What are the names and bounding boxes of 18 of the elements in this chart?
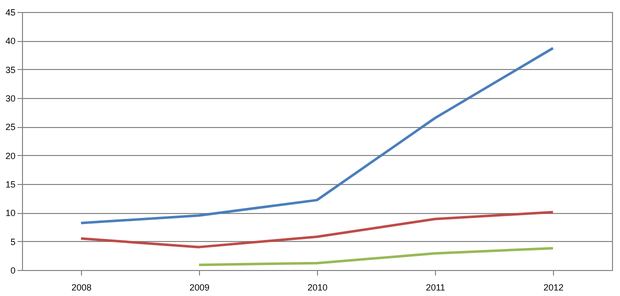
x-tick-label: 2009: [189, 282, 210, 292]
y-tick-label: 10: [5, 208, 16, 218]
line-series: [80, 46, 554, 224]
line-series: [80, 210, 554, 248]
y-tick-label: 45: [5, 8, 16, 18]
y-tick-label: 0: [10, 266, 16, 276]
x-tick-label: 2008: [71, 282, 92, 292]
y-tick-label: 20: [5, 150, 16, 161]
y-tick-label: 25: [5, 122, 16, 132]
y-tick-label: 30: [5, 94, 16, 104]
y-tick-label: 35: [5, 64, 16, 75]
line-series: [198, 246, 554, 266]
x-tick-label: 2012: [543, 282, 564, 292]
x-tick-label: 2010: [307, 282, 328, 292]
x-tick-label: 2011: [426, 282, 446, 292]
y-tick-label: 5: [10, 236, 16, 247]
y-tick-label: 15: [5, 180, 16, 190]
y-tick-label: 40: [5, 36, 16, 46]
